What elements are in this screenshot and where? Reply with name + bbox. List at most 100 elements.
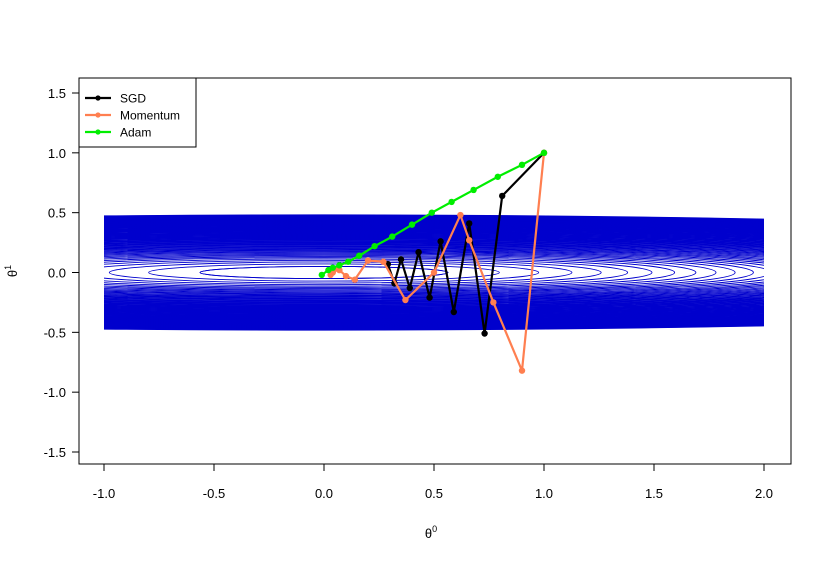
contour-line [104, 251, 736, 294]
legend-item-sgd: SGD [85, 92, 146, 106]
legend: SGD Momentum Adam [78, 77, 197, 148]
contour-line [104, 236, 764, 309]
data-point-momentum [518, 367, 526, 374]
data-point-adam [336, 262, 343, 269]
data-point-adam [318, 271, 325, 279]
data-point-momentum [351, 276, 358, 283]
contour-line [104, 231, 764, 314]
data-point-adam [540, 149, 548, 157]
contour-line [104, 245, 764, 300]
contour-line [104, 240, 764, 305]
y-axis: -1.5 -1.0 -0.5 0.0 0.5 1.0 1.5 [44, 86, 80, 460]
contour-line [104, 235, 764, 310]
data-point-sgd [499, 192, 506, 200]
optimizer-paths [318, 149, 548, 374]
x-tick-label: 0.5 [425, 486, 443, 501]
x-tick-label: -0.5 [203, 486, 225, 501]
legend-label-sgd: SGD [120, 92, 146, 106]
contour-line [104, 251, 754, 294]
contour-line [104, 238, 764, 307]
y-tick-label: -1.0 [44, 385, 66, 400]
contour-line [104, 255, 653, 290]
data-point-sgd [406, 284, 413, 292]
contour-line [148, 263, 500, 282]
contour-line [104, 254, 675, 291]
x-axis-label: θ0 [425, 524, 437, 541]
contour-line [104, 241, 764, 304]
data-point-adam [389, 233, 396, 240]
y-tick-label: 0.0 [48, 266, 66, 281]
data-point-momentum [364, 257, 372, 264]
y-tick-label: -0.5 [44, 325, 66, 340]
contour-line [104, 235, 764, 310]
x-tick-label: 2.0 [755, 486, 773, 501]
x-tick-label: -1.0 [93, 486, 115, 501]
contour-line [104, 232, 764, 313]
contour-line [104, 242, 764, 303]
data-point-sgd [397, 256, 405, 263]
data-point-sgd [466, 220, 473, 227]
contour-line [104, 246, 764, 299]
contour-line [104, 248, 764, 297]
data-point-sgd [450, 308, 457, 316]
contour-line [104, 242, 764, 303]
x-tick-label: 1.0 [535, 486, 553, 501]
y-tick-label: 0.5 [48, 206, 66, 221]
contour-line [104, 231, 764, 314]
data-point-momentum [466, 236, 473, 244]
contour-line [104, 243, 764, 302]
series-adam [318, 149, 548, 279]
legend-item-momentum: Momentum [85, 109, 180, 123]
contour-line [104, 233, 764, 312]
data-point-adam [494, 173, 501, 180]
legend-label-momentum: Momentum [120, 109, 180, 123]
contour-line [104, 239, 764, 306]
data-point-momentum [402, 296, 409, 304]
data-point-adam [518, 161, 526, 168]
y-tick-label: 1.0 [48, 146, 66, 161]
legend-marker-adam [95, 129, 101, 135]
data-point-adam [356, 252, 363, 259]
x-axis-label-superscript: 0 [432, 524, 437, 534]
contour-line [104, 247, 764, 298]
contour-line [104, 237, 764, 308]
legend-marker-sgd [95, 95, 101, 101]
x-tick-label: 1.5 [645, 486, 663, 501]
data-point-momentum [457, 211, 464, 219]
y-tick-label: -1.5 [44, 445, 66, 460]
contour-line [104, 247, 764, 298]
data-point-adam [408, 221, 416, 228]
legend-marker-momentum [95, 112, 101, 118]
contour-line [104, 233, 764, 312]
data-point-sgd [481, 330, 488, 337]
contour-line [108, 261, 540, 284]
data-point-sgd [437, 238, 444, 245]
contour-line [104, 252, 717, 293]
contour-line [104, 234, 764, 311]
data-point-adam [470, 186, 477, 194]
data-point-momentum [380, 258, 387, 265]
contour-line [104, 244, 764, 301]
contour-line [104, 234, 764, 311]
contour-line [104, 259, 573, 286]
contour-line [104, 257, 629, 288]
data-point-adam [371, 242, 378, 250]
legend-item-adam: Adam [85, 126, 151, 140]
y-axis-label-superscript: 1 [3, 265, 13, 270]
contour-line [104, 253, 697, 292]
data-point-sgd [415, 248, 422, 256]
data-point-momentum [327, 271, 334, 279]
contour-lines [104, 214, 764, 331]
contour-line [104, 214, 764, 331]
contour-line [104, 236, 764, 309]
data-point-adam [345, 258, 352, 265]
data-point-adam [325, 266, 332, 274]
contour-line [104, 249, 764, 296]
contour-line [104, 238, 764, 307]
contour-line [104, 237, 764, 308]
contour-line [104, 244, 764, 301]
legend-label-adam: Adam [120, 126, 151, 140]
contour-line [104, 239, 764, 306]
